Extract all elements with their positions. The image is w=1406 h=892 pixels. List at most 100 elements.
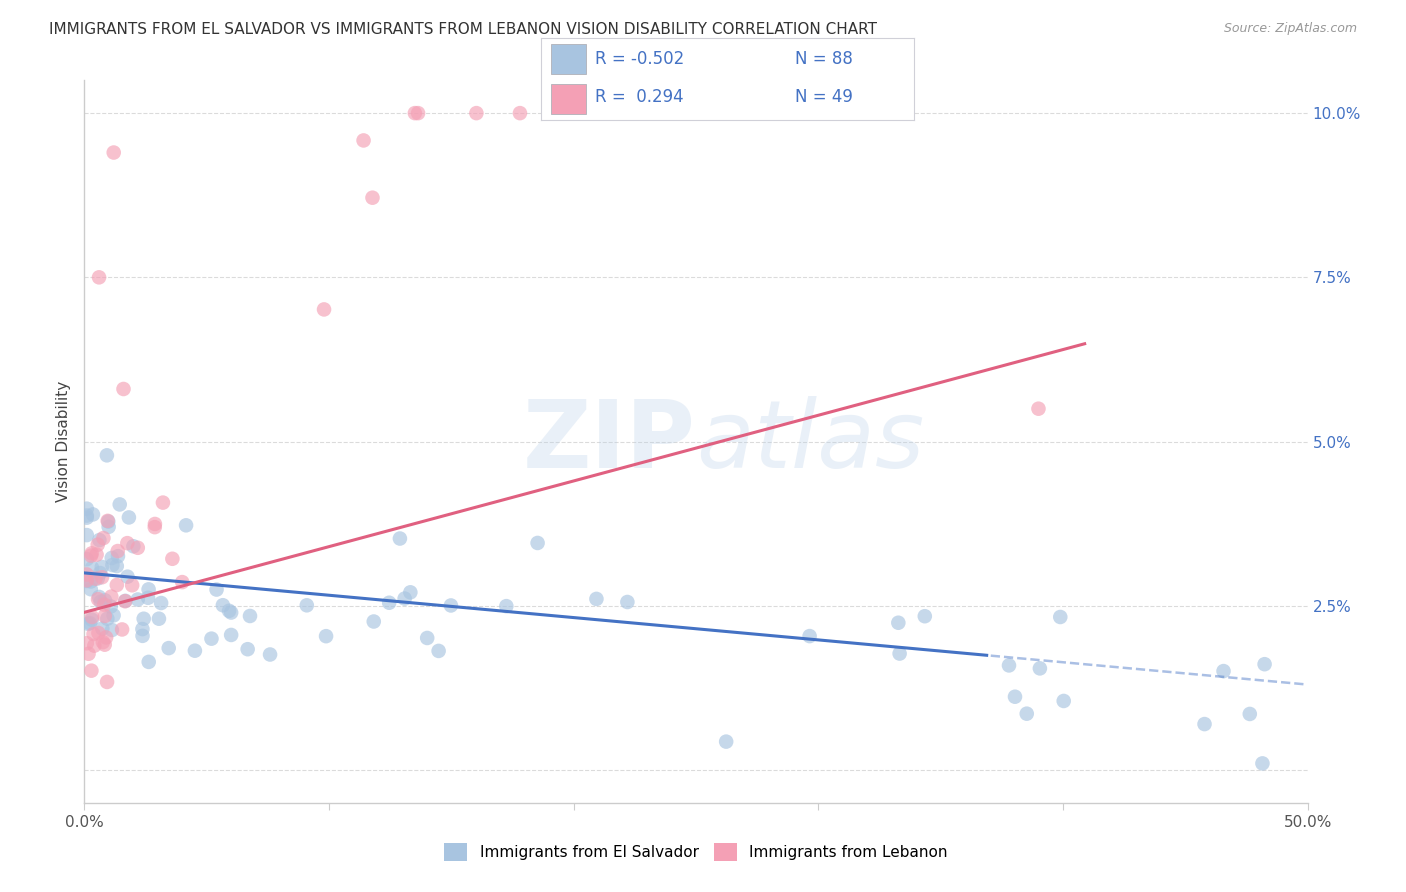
Text: N = 49: N = 49 — [794, 88, 852, 106]
Point — [87, 592, 110, 607]
Point — [143, 516, 166, 531]
Point — [131, 622, 153, 636]
Point — [89, 566, 111, 580]
Point — [143, 520, 166, 534]
Point — [76, 510, 98, 524]
Point — [94, 631, 117, 645]
Point — [105, 559, 128, 574]
Point — [101, 623, 124, 637]
Point — [114, 594, 136, 608]
Point — [315, 629, 337, 643]
Point — [80, 582, 103, 597]
Point — [440, 599, 463, 613]
Point — [97, 515, 120, 529]
Point — [1194, 717, 1216, 731]
Point — [1253, 657, 1275, 672]
Point — [111, 623, 134, 637]
Point — [998, 658, 1021, 673]
Point — [83, 627, 105, 641]
Point — [107, 544, 129, 558]
Point — [212, 599, 235, 613]
Point — [526, 536, 548, 550]
Point — [914, 609, 936, 624]
Point — [136, 591, 159, 605]
Point — [76, 574, 98, 588]
Point — [799, 629, 821, 643]
Point — [101, 558, 124, 572]
Point — [117, 570, 139, 584]
Point — [94, 593, 117, 607]
Point — [105, 578, 128, 592]
Point — [83, 639, 105, 653]
Point — [406, 106, 429, 120]
Point — [714, 734, 737, 748]
Point — [87, 571, 110, 585]
Point — [127, 592, 149, 607]
Point — [80, 561, 103, 575]
Point — [93, 598, 115, 612]
Text: IMMIGRANTS FROM EL SALVADOR VS IMMIGRANTS FROM LEBANON VISION DISABILITY CORRELA: IMMIGRANTS FROM EL SALVADOR VS IMMIGRANT… — [49, 22, 877, 37]
Point — [91, 570, 114, 584]
Point — [122, 539, 145, 553]
Point — [80, 664, 103, 678]
Point — [100, 590, 122, 604]
Point — [616, 595, 638, 609]
Point — [363, 615, 385, 629]
Point — [80, 574, 103, 589]
Point — [172, 575, 194, 590]
Point — [148, 612, 170, 626]
Text: ZIP: ZIP — [523, 395, 696, 488]
Point — [87, 626, 110, 640]
Point — [97, 514, 120, 528]
Point — [1015, 706, 1038, 721]
Point — [89, 533, 111, 547]
Point — [219, 606, 242, 620]
Point — [79, 616, 101, 631]
Point — [1053, 694, 1076, 708]
Point — [131, 629, 153, 643]
Point — [236, 642, 259, 657]
Point — [585, 591, 607, 606]
Point — [1028, 401, 1050, 416]
Text: R = -0.502: R = -0.502 — [595, 50, 685, 68]
Point — [378, 596, 401, 610]
Point — [205, 582, 228, 597]
Text: R =  0.294: R = 0.294 — [595, 88, 683, 106]
Point — [887, 615, 910, 630]
Point — [77, 616, 100, 631]
Text: Source: ZipAtlas.com: Source: ZipAtlas.com — [1223, 22, 1357, 36]
Point — [87, 590, 110, 604]
Point — [509, 106, 531, 120]
Point — [465, 106, 488, 120]
Point — [1004, 690, 1026, 704]
Point — [118, 510, 141, 524]
Point — [259, 648, 281, 662]
Point — [100, 599, 122, 614]
Point — [117, 536, 139, 550]
Point — [184, 643, 207, 657]
Point — [1212, 664, 1234, 678]
Point — [1239, 706, 1261, 721]
Point — [1029, 661, 1052, 675]
Point — [138, 582, 160, 597]
Point — [91, 635, 114, 649]
Bar — [551, 85, 586, 114]
Point — [80, 549, 103, 563]
Point — [404, 106, 426, 120]
Y-axis label: Vision Disability: Vision Disability — [56, 381, 72, 502]
Point — [80, 613, 103, 627]
Point — [416, 631, 439, 645]
Point — [121, 578, 143, 592]
Point — [77, 647, 100, 661]
Point — [96, 448, 118, 462]
Point — [108, 498, 131, 512]
Point — [540, 106, 562, 120]
Point — [157, 641, 180, 656]
Text: N = 88: N = 88 — [794, 50, 852, 68]
Point — [84, 572, 107, 586]
Point — [103, 145, 125, 160]
Point — [107, 549, 129, 563]
Point — [399, 585, 422, 599]
Point — [90, 595, 112, 609]
Point — [239, 609, 262, 624]
